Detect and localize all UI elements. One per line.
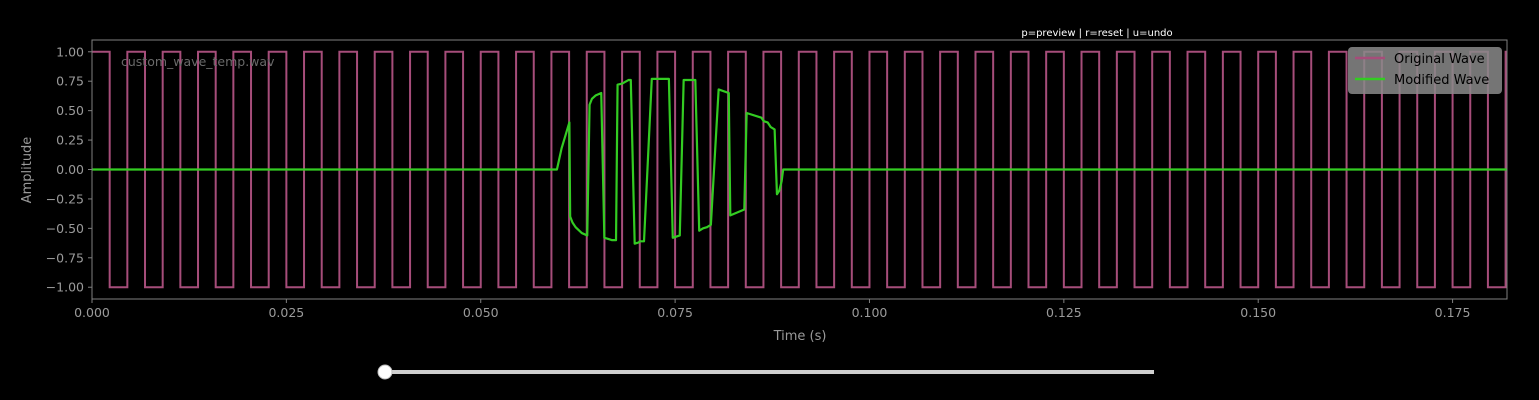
y-axis: 1.00 0.75 0.50 0.25 0.00 −0.25 −0.50 −0.75 −1.00 xyxy=(46,44,92,295)
y-tick-label: 1.00 xyxy=(56,44,84,59)
x-axis: 0.000 0.025 0.050 0.075 0.100 0.125 0.150 0.175 xyxy=(74,299,1470,320)
y-tick-label: 0.75 xyxy=(56,74,84,89)
plot-area: custom_wave_temp.wav 0.000 0.025 0.050 0.07… xyxy=(20,39,1508,344)
y-tick-label: −1.00 xyxy=(46,280,84,295)
y-tick-label: −0.50 xyxy=(46,221,84,236)
x-tick-label: 0.025 xyxy=(268,305,304,320)
y-tick-label: −0.75 xyxy=(46,250,84,265)
original-wave-line xyxy=(92,50,1507,289)
x-tick-label: 0.050 xyxy=(463,305,499,320)
slider-handle[interactable] xyxy=(377,364,393,380)
y-tick-label: 0.00 xyxy=(56,162,84,177)
x-axis-label: Time (s) xyxy=(773,329,827,344)
legend: Original Wave Modified Wave xyxy=(1348,47,1502,94)
y-axis-label: Amplitude xyxy=(20,137,35,204)
keyboard-hint-text: p=preview | r=reset | u=undo xyxy=(1021,28,1172,39)
x-tick-label: 0.100 xyxy=(852,305,888,320)
legend-modified-label: Modified Wave xyxy=(1394,73,1489,88)
legend-box xyxy=(1348,47,1502,94)
y-tick-label: 0.25 xyxy=(56,133,84,148)
modified-wave-line xyxy=(92,77,1507,245)
file-name-annotation: custom_wave_temp.wav xyxy=(121,54,275,69)
x-tick-label: 0.125 xyxy=(1046,305,1082,320)
x-tick-label: 0.175 xyxy=(1435,305,1471,320)
legend-original-label: Original Wave xyxy=(1394,52,1485,67)
position-slider[interactable] xyxy=(377,364,1154,380)
y-tick-label: −0.25 xyxy=(46,191,84,206)
x-tick-label: 0.000 xyxy=(74,305,110,320)
x-tick-label: 0.150 xyxy=(1240,305,1276,320)
y-tick-label: 0.50 xyxy=(56,103,84,118)
x-tick-label: 0.075 xyxy=(657,305,693,320)
